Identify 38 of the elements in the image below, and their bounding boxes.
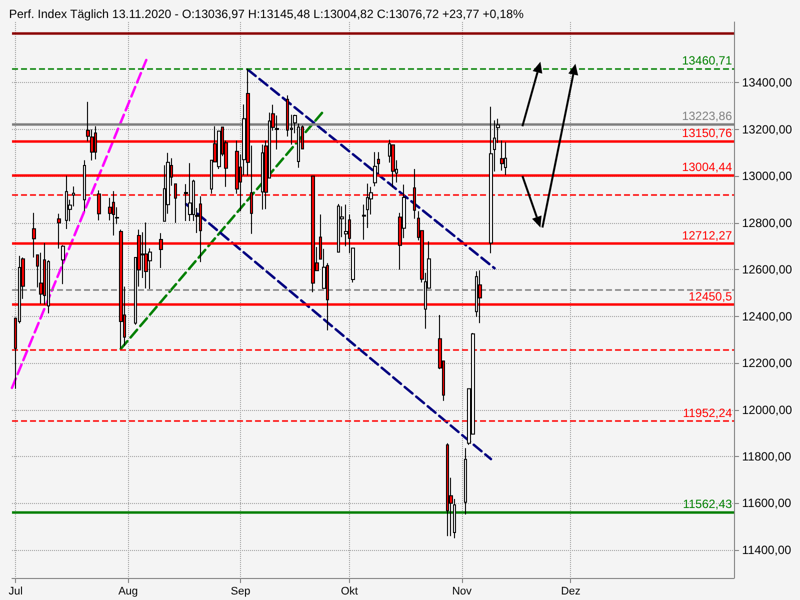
x-tick-label: Sep <box>230 586 250 598</box>
y-tick-label: 11600,00 <box>742 496 792 510</box>
x-tick-label: Dez <box>560 586 581 598</box>
ref-line-label: 13460,71 <box>682 54 732 68</box>
y-tick-label: 13400,00 <box>742 76 792 90</box>
y-tick-label: 11400,00 <box>742 542 792 557</box>
ref-line-label: 13004,44 <box>682 160 732 174</box>
y-tick-label: 11800,00 <box>742 450 792 464</box>
candlestick <box>446 442 449 537</box>
x-tick-label: Nov <box>452 586 472 598</box>
ref-line-label: 12450,5 <box>688 290 732 304</box>
candlestick <box>489 106 493 254</box>
candlestick <box>61 244 65 285</box>
candlestick <box>297 123 300 168</box>
y-tick-label: 12200,00 <box>742 356 792 370</box>
candlestick <box>373 152 377 187</box>
ref-line-label: 13150,76 <box>682 126 732 140</box>
y-tick-label: 12800,00 <box>742 216 792 230</box>
x-tick-label: Okt <box>340 586 358 598</box>
ref-line-label: 11952,24 <box>682 406 732 420</box>
candlestick <box>464 448 467 515</box>
ref-line-label: 12712,27 <box>682 228 732 242</box>
ref-line-label: 11562,43 <box>682 497 732 512</box>
candlestick <box>188 162 192 222</box>
y-tick-label: 12000,00 <box>742 402 792 417</box>
candlestick <box>65 175 68 230</box>
ref-line-label: 13223,86 <box>682 108 732 123</box>
candlestick <box>504 142 507 176</box>
y-tick-label: 12600,00 <box>742 262 792 277</box>
y-tick-label: 13200,00 <box>742 122 792 136</box>
y-tick-label: 12400,00 <box>742 309 792 324</box>
candlestick <box>83 160 86 212</box>
chart-title: Perf. Index Täglich 13.11.2020 - O:13036,97 H:13145,48 L:13004,82 C:13076,72 +23,77 +0,18% <box>9 7 524 21</box>
candlestick <box>261 144 264 210</box>
candlestick <box>337 203 340 253</box>
x-tick-label: Aug <box>118 586 138 598</box>
y-tick-label: 13000,00 <box>742 169 792 184</box>
x-tick-label: Jul <box>8 586 23 598</box>
